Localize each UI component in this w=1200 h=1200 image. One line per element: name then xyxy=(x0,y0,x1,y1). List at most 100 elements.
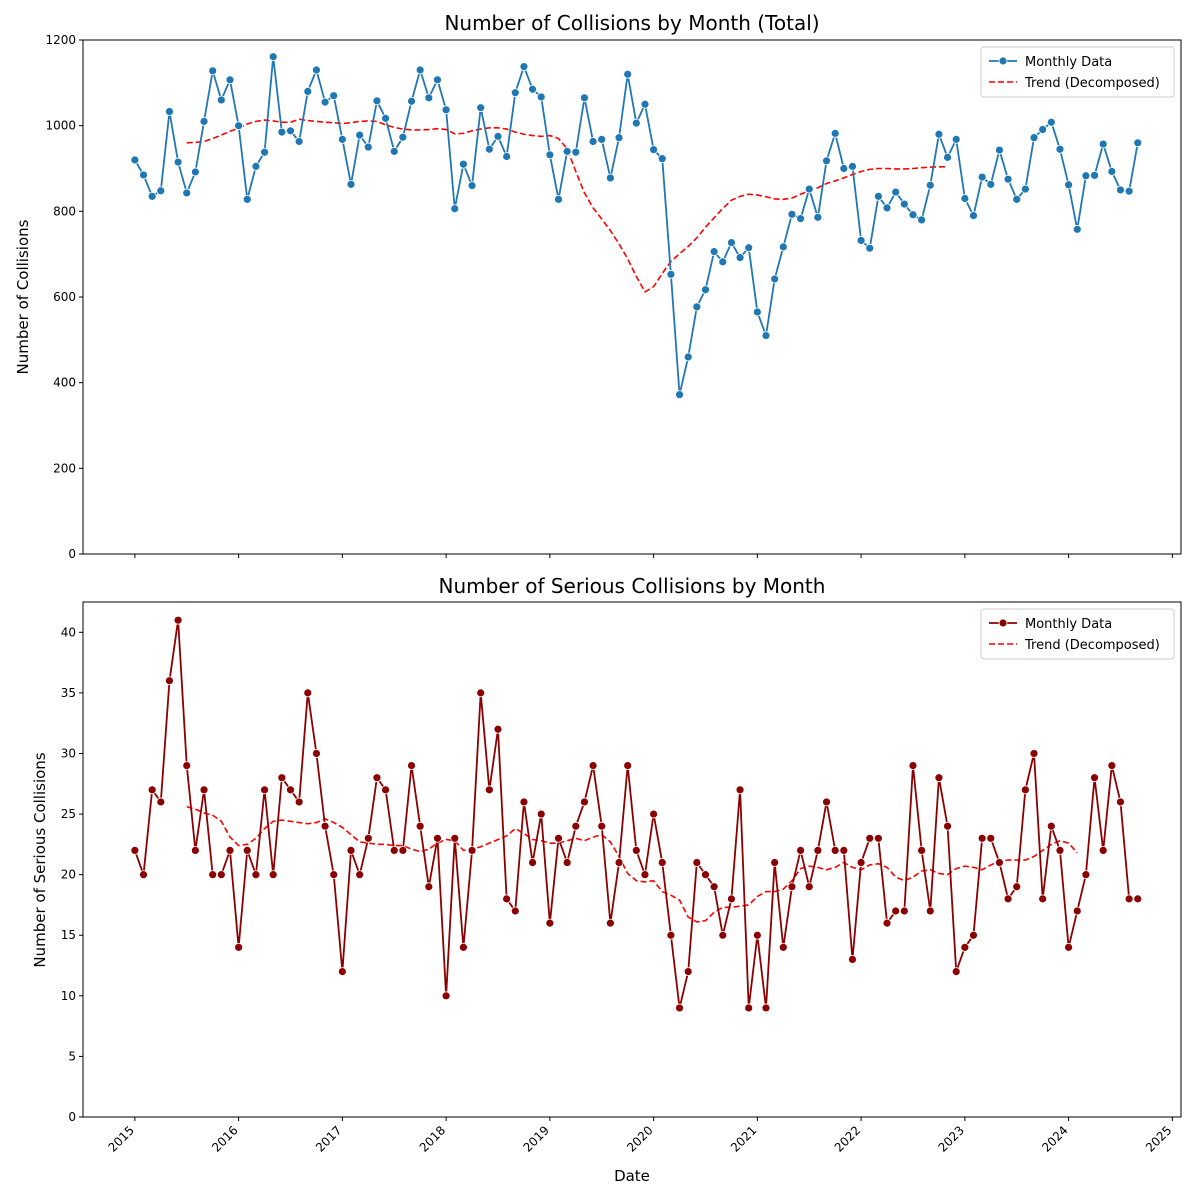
data-point xyxy=(389,146,399,156)
data-point xyxy=(156,797,166,807)
data-point xyxy=(882,203,892,213)
data-point xyxy=(848,161,857,171)
data-point xyxy=(467,846,477,855)
data-point xyxy=(182,188,192,198)
data-point xyxy=(1020,184,1030,194)
chart-total: 0 200 400 600 800 1000 1200 Monthly Data Trend (… xyxy=(45,33,1182,561)
data-point xyxy=(277,127,287,137)
data-point xyxy=(251,870,261,880)
chart-title-serious: Number of Serious Collisions by Month xyxy=(439,574,826,598)
data-point xyxy=(199,116,209,126)
data-point xyxy=(934,773,944,783)
data-point xyxy=(320,821,330,831)
data-point xyxy=(510,906,520,916)
data-point xyxy=(830,128,840,138)
data-point xyxy=(320,97,330,107)
data-point xyxy=(1116,185,1125,195)
data-point xyxy=(666,269,676,279)
data-point xyxy=(787,209,797,219)
data-point xyxy=(562,858,572,867)
data-point xyxy=(1064,942,1074,952)
data-point xyxy=(1046,821,1056,831)
plot-frame xyxy=(82,39,1182,555)
data-point xyxy=(969,211,978,221)
data-point xyxy=(813,212,823,222)
data-point xyxy=(1124,186,1134,196)
data-point xyxy=(960,194,970,203)
y-tick-label: 35 xyxy=(61,686,76,700)
data-point xyxy=(605,173,615,183)
data-point xyxy=(580,93,589,103)
data-point xyxy=(943,821,952,831)
data-point xyxy=(657,154,667,164)
y-tick-label: 30 xyxy=(61,746,76,760)
data-point xyxy=(277,773,287,783)
x-tick-label: 2016 xyxy=(209,1123,240,1154)
data-point xyxy=(190,167,200,177)
data-point xyxy=(165,676,174,686)
data-point xyxy=(709,882,719,892)
data-point xyxy=(424,882,434,892)
data-point xyxy=(165,107,174,116)
data-point xyxy=(856,858,866,867)
data-point xyxy=(1081,171,1091,181)
data-point xyxy=(830,846,840,855)
data-point xyxy=(917,215,927,225)
data-point xyxy=(1072,224,1082,234)
data-point xyxy=(796,846,805,855)
data-point xyxy=(778,242,788,252)
data-point xyxy=(1090,170,1099,180)
data-point xyxy=(657,858,667,867)
data-point xyxy=(571,821,581,831)
y-tick-label: 0 xyxy=(68,1110,76,1124)
data-point xyxy=(407,761,416,770)
data-point xyxy=(874,191,883,201)
data-point xyxy=(441,991,451,1001)
data-point xyxy=(536,92,546,102)
data-point xyxy=(580,797,589,807)
data-point xyxy=(770,858,780,867)
data-point xyxy=(493,724,503,734)
data-point xyxy=(951,967,961,976)
y-tick-label: 200 xyxy=(53,461,76,475)
legend-box xyxy=(980,608,1175,660)
data-point xyxy=(225,846,235,855)
data-point xyxy=(355,870,365,880)
data-point xyxy=(908,210,918,220)
data-point xyxy=(190,846,200,855)
data-point xyxy=(545,150,555,160)
data-point xyxy=(804,184,814,194)
data-point xyxy=(294,137,304,146)
data-point xyxy=(804,882,814,892)
data-point xyxy=(286,785,295,795)
data-point xyxy=(718,930,728,940)
data-point xyxy=(363,142,373,152)
data-point xyxy=(856,236,866,245)
y-tick-label: 40 xyxy=(61,625,76,639)
data-point xyxy=(398,846,408,855)
data-point xyxy=(752,930,762,940)
data-point xyxy=(588,137,598,146)
y-tick-label: 15 xyxy=(61,928,76,942)
data-point xyxy=(899,199,909,209)
data-point xyxy=(147,191,157,201)
data-point xyxy=(1012,882,1022,892)
data-point xyxy=(312,749,321,758)
y-tick-label: 800 xyxy=(53,204,76,218)
data-point xyxy=(899,906,909,916)
legend-box xyxy=(980,46,1175,98)
data-point xyxy=(372,96,382,106)
data-point xyxy=(459,942,468,952)
data-point xyxy=(433,833,442,843)
data-point xyxy=(260,147,269,157)
data-point xyxy=(242,194,252,204)
data-point xyxy=(631,118,641,128)
x-tick-label: 2023 xyxy=(935,1123,966,1154)
data-point xyxy=(597,134,607,144)
data-point xyxy=(986,179,996,189)
data-point xyxy=(476,103,486,113)
data-point xyxy=(1116,797,1125,807)
y-tick-label: 10 xyxy=(61,989,76,1003)
data-point xyxy=(1107,761,1117,770)
data-point xyxy=(173,157,183,167)
